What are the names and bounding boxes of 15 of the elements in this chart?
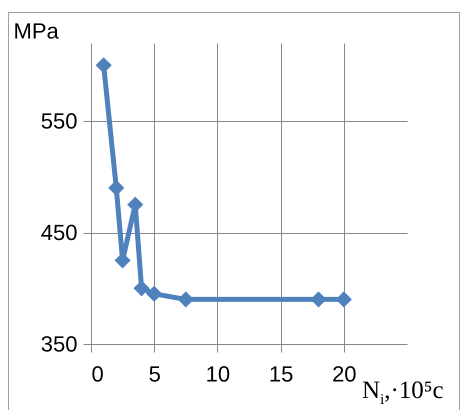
point xyxy=(96,57,112,74)
y-axis-title: MPa xyxy=(14,18,60,44)
y-tick-label: 350 xyxy=(40,332,78,356)
y-tick-label: 450 xyxy=(40,220,78,246)
point xyxy=(108,180,124,196)
x-tick-label: 10 xyxy=(206,362,230,386)
x-axis-title: N$_{i}$,·10⁵c xyxy=(362,376,444,410)
point xyxy=(146,286,162,302)
x-tick-label: 5 xyxy=(148,362,161,386)
x-tick-label: 0 xyxy=(92,362,104,386)
point xyxy=(178,291,194,308)
x-tick-label: 15 xyxy=(268,362,294,386)
point xyxy=(134,280,150,296)
x-tick-label: 20 xyxy=(332,362,357,386)
y-tick-label: 550 xyxy=(40,108,78,134)
